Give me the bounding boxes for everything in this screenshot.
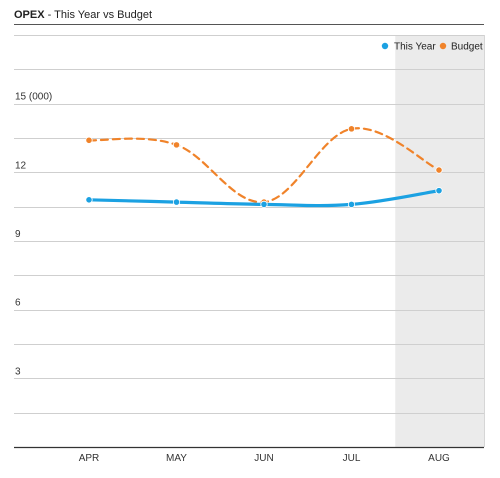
series-line-budget: [87, 127, 441, 204]
y-tick-label: 9: [15, 229, 21, 240]
legend-marker-budget: [439, 42, 447, 50]
data-point-this-year-apr: [85, 196, 93, 204]
y-tick-label: 15 (000): [15, 92, 52, 103]
y-tick-label: 3: [15, 366, 21, 377]
chart-header: OPEX - This Year vs Budget: [14, 9, 152, 21]
x-tick-label: APR: [79, 453, 100, 464]
y-axis-ticks: 3 6 9 12 15 (000): [15, 92, 52, 378]
y-tick-label: 6: [15, 298, 21, 309]
x-tick-label: MAY: [166, 453, 187, 464]
x-axis-ticks: APR MAY JUN JUL AUG: [79, 453, 450, 464]
data-point-this-year-jul: [347, 200, 356, 208]
y-tick-label: 12: [15, 160, 27, 171]
chart-subtitle: - This Year vs Budget: [47, 9, 153, 21]
legend-label-budget: Budget: [451, 42, 483, 53]
series-lines: [87, 127, 441, 208]
grid-lines: [14, 35, 485, 449]
data-point-budget-jul: [347, 125, 356, 133]
header-divider: [14, 24, 484, 25]
series-points: [85, 125, 443, 208]
chart-title: OPEX: [14, 9, 45, 21]
x-tick-label: JUN: [254, 453, 273, 464]
data-point-budget-may: [172, 141, 181, 149]
legend-item-budget[interactable]: Budget: [439, 42, 483, 53]
legend-marker-this-year: [381, 42, 389, 50]
x-tick-label: JUL: [343, 453, 361, 464]
x-tick-label: AUG: [428, 453, 450, 464]
data-point-this-year-may: [172, 198, 181, 206]
data-point-budget-apr: [85, 136, 93, 144]
data-point-budget-aug: [435, 166, 443, 174]
data-point-this-year-jun: [260, 200, 268, 208]
legend-item-this-year[interactable]: This Year: [381, 42, 437, 53]
legend[interactable]: This Year Budget: [381, 42, 483, 53]
legend-label-this-year: This Year: [394, 42, 436, 53]
data-point-this-year-aug: [435, 187, 443, 195]
